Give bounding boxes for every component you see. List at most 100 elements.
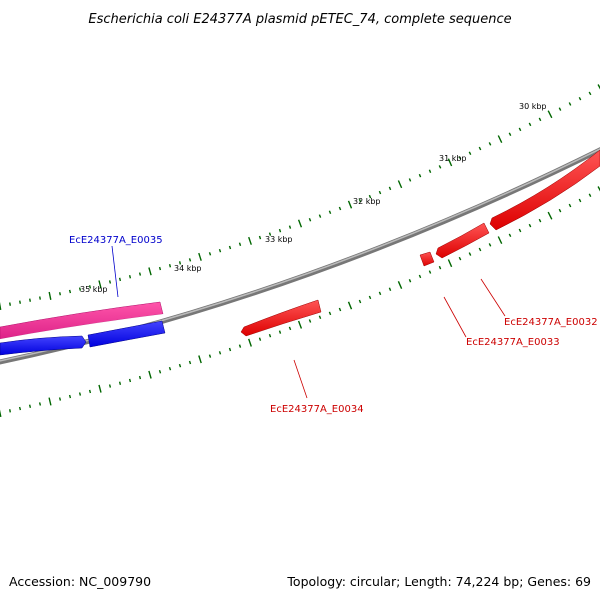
inner-ring-minor-tick xyxy=(138,375,142,380)
gene-forward-red-E0034 xyxy=(240,299,322,337)
inner-ring-minor-tick xyxy=(318,315,322,319)
outer-ring-minor-tick xyxy=(488,142,492,146)
inner-ring-minor-tick xyxy=(38,402,42,406)
inner-ring-minor-tick xyxy=(288,326,292,331)
inner-ring-minor-tick xyxy=(268,333,272,338)
inner-ring-major-tick xyxy=(547,211,553,220)
outer-ring-minor-tick xyxy=(318,214,322,218)
outer-ring-minor-tick xyxy=(168,264,172,268)
inner-ring-minor-tick xyxy=(488,243,492,247)
gene-label-E0033[interactable]: EcE24377A_E0033 xyxy=(466,337,560,348)
gene-forward-red-E0033-a xyxy=(419,251,435,267)
inner-ring-major-tick xyxy=(198,355,202,364)
inner-ring-minor-tick xyxy=(528,223,532,228)
gene-forward-red-E0033-b xyxy=(435,222,490,259)
outer-ring-minor-tick xyxy=(578,96,582,101)
outer-ring-minor-tick xyxy=(508,132,512,137)
inner-ring-minor-tick xyxy=(118,381,122,385)
gene-reverse-blue-2 xyxy=(87,320,166,348)
outer-ring-minor-tick xyxy=(438,165,442,169)
inner-ring-minor-tick xyxy=(518,228,522,233)
inner-ring-major-tick xyxy=(98,384,102,393)
outer-ring-minor-tick xyxy=(208,252,212,256)
topology-summary: Topology: circular; Length: 74,224 bp; G… xyxy=(286,574,591,589)
outer-ring-minor-tick xyxy=(428,169,432,174)
feature-other-pink-shadow xyxy=(0,314,163,343)
inner-ring-minor-tick xyxy=(278,330,282,334)
inner-ring-minor-tick xyxy=(208,354,212,358)
inner-ring-minor-tick xyxy=(428,270,432,274)
outer-ring-major-tick xyxy=(48,291,52,300)
inner-ring-minor-tick xyxy=(358,299,362,304)
inner-ring-minor-tick xyxy=(458,256,462,261)
outer-ring-major-tick xyxy=(447,158,453,167)
outer-ring-major-tick xyxy=(148,267,152,276)
scale-label-31kbp: 31 kbp xyxy=(439,154,467,163)
inner-ring-minor-tick xyxy=(378,291,382,296)
inner-ring-major-tick xyxy=(447,259,453,268)
inner-ring-minor-tick xyxy=(178,363,182,368)
leader-E0035 xyxy=(111,245,119,298)
outer-ring-major-tick xyxy=(347,200,353,209)
outer-ring-minor-tick xyxy=(68,289,72,294)
gene-label-E0035[interactable]: EcE24377A_E0035 xyxy=(69,235,163,246)
inner-ring-minor-tick xyxy=(438,265,442,270)
inner-tick-ring xyxy=(0,186,600,418)
inner-ring-minor-tick xyxy=(538,218,542,223)
inner-ring-minor-tick xyxy=(478,247,482,252)
gene-label-E0034[interactable]: EcE24377A_E0034 xyxy=(270,404,364,415)
outer-ring-major-tick xyxy=(297,219,303,228)
outer-ring-minor-tick xyxy=(418,173,422,178)
inner-ring-major-tick xyxy=(397,281,403,289)
outer-ring-minor-tick xyxy=(228,245,232,250)
outer-ring-minor-tick xyxy=(9,302,11,306)
outer-ring-minor-tick xyxy=(408,178,412,182)
gene-forward-red-E0032 xyxy=(489,149,600,231)
outer-ring-minor-tick xyxy=(108,280,112,284)
outer-ring-minor-tick xyxy=(128,275,132,279)
inner-ring-minor-tick xyxy=(168,366,172,371)
inner-ring-minor-tick xyxy=(68,394,72,399)
inner-ring-minor-tick xyxy=(258,337,262,341)
outer-ring-minor-tick xyxy=(368,194,372,199)
outer-ring-minor-tick xyxy=(138,272,142,276)
outer-ring-minor-tick xyxy=(288,225,292,229)
outer-ring-minor-tick xyxy=(358,198,362,203)
gene-label-E0032[interactable]: EcE24377A_E0032 xyxy=(504,317,598,328)
inner-ring-minor-tick xyxy=(588,193,592,198)
outer-ring-major-tick xyxy=(198,252,202,261)
inner-ring-minor-tick xyxy=(218,351,222,355)
outer-ring-minor-tick xyxy=(238,242,242,247)
inner-ring-minor-tick xyxy=(558,208,562,213)
outer-ring-minor-tick xyxy=(378,190,382,195)
outer-ring-major-tick xyxy=(597,84,600,90)
scale-label-34kbp: 34 kbp xyxy=(174,264,202,273)
outer-ring-minor-tick xyxy=(528,122,532,127)
outer-ring-minor-tick xyxy=(88,285,92,289)
inner-ring-major-tick xyxy=(597,186,600,192)
inner-ring-minor-tick xyxy=(78,392,82,396)
outer-ring-minor-tick xyxy=(268,232,272,236)
inner-ring-minor-tick xyxy=(228,347,232,352)
inner-ring-major-tick xyxy=(148,370,152,379)
inner-ring-minor-tick xyxy=(308,319,312,323)
inner-ring-minor-tick xyxy=(58,397,62,401)
inner-ring-minor-tick xyxy=(188,360,192,365)
inner-ring-minor-tick xyxy=(368,295,372,300)
inner-ring-minor-tick xyxy=(408,279,412,283)
plasmid-backbone-highlight xyxy=(0,148,600,362)
outer-ring-major-tick xyxy=(397,180,403,189)
inner-ring-minor-tick xyxy=(418,274,422,279)
inner-ring-major-tick xyxy=(0,409,2,418)
outer-ring-minor-tick xyxy=(19,300,21,304)
inner-ring-minor-tick xyxy=(578,198,582,203)
map-title: Escherichia coli E24377A plasmid pETEC_7… xyxy=(88,12,511,27)
outer-ring-minor-tick xyxy=(78,287,82,291)
outer-ring-minor-tick xyxy=(558,107,562,111)
outer-ring-minor-tick xyxy=(568,102,572,106)
inner-ring-minor-tick xyxy=(338,307,342,312)
inner-ring-minor-tick xyxy=(468,252,472,256)
inner-ring-minor-tick xyxy=(568,203,572,208)
outer-ring-major-tick xyxy=(98,280,102,289)
